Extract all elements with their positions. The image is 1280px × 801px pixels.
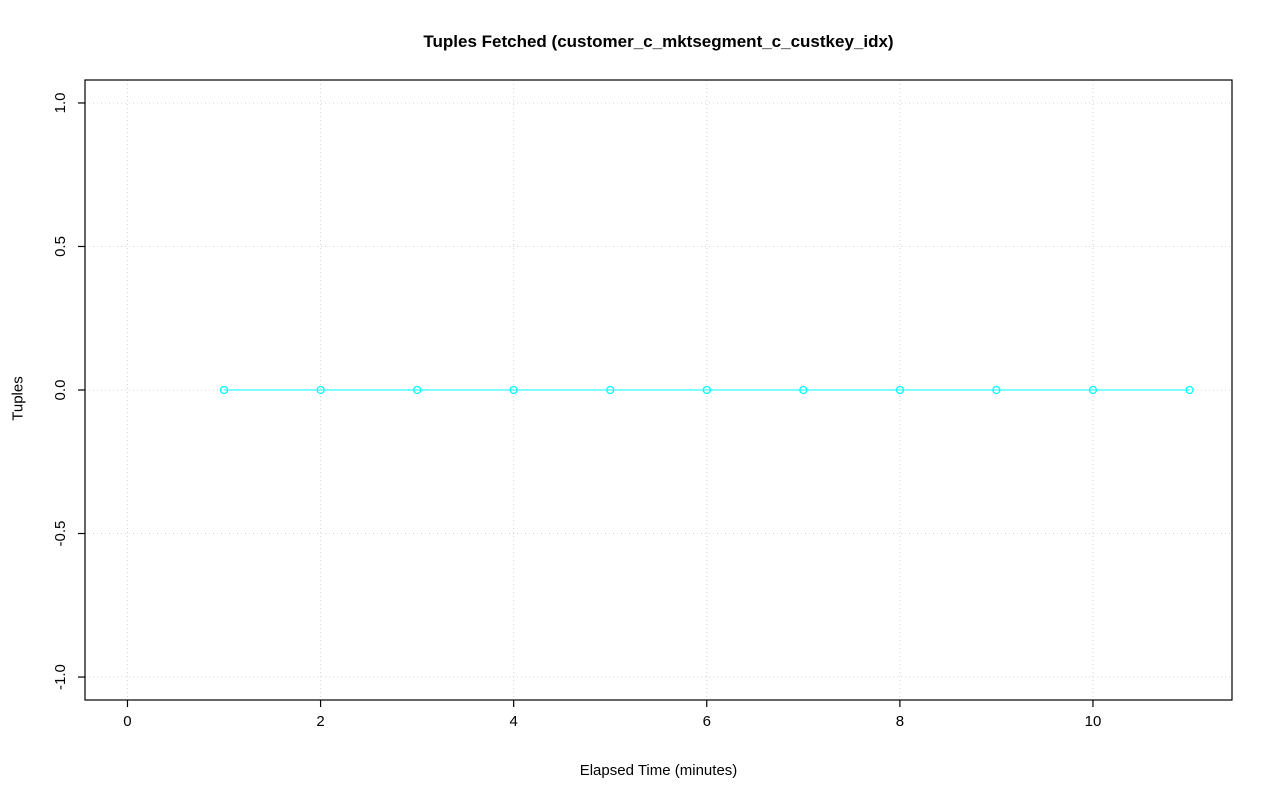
- x-tick-label: 2: [316, 713, 324, 730]
- gridlines: [85, 80, 1232, 700]
- y-axis: -1.0 -0.5 0.0 0.5 1.0: [52, 93, 85, 690]
- data-point-marker: [799, 385, 808, 395]
- data-point-marker: [1185, 385, 1194, 395]
- y-tick-label: -1.0: [52, 664, 69, 690]
- x-tick-label: 10: [1085, 713, 1102, 730]
- x-axis-label: Elapsed Time (minutes): [579, 762, 738, 779]
- data-point-marker: [1088, 385, 1098, 395]
- data-point-marker: [895, 385, 905, 395]
- y-axis-label: Tuples: [9, 376, 27, 421]
- data-point-marker: [316, 385, 325, 395]
- y-tick-label: 1.0: [52, 93, 69, 114]
- chart-title: Tuples Fetched (customer_c_mktsegment_c_…: [423, 32, 894, 51]
- x-tick-label: 0: [123, 713, 131, 730]
- x-tick-label: 8: [896, 713, 904, 730]
- y-tick-label: -0.5: [52, 521, 69, 547]
- data-point-marker: [509, 385, 518, 395]
- data-series: [219, 385, 1194, 395]
- data-point-marker: [702, 385, 711, 395]
- y-tick-label: 0.5: [52, 236, 69, 257]
- data-point-marker: [412, 385, 422, 395]
- y-tick-label: 0.0: [52, 380, 69, 401]
- data-point-marker: [219, 385, 229, 395]
- x-axis: 0 2 4 6 8 10: [123, 700, 1101, 730]
- data-point-marker: [606, 385, 615, 395]
- data-point-marker: [992, 385, 1001, 395]
- x-tick-label: 6: [703, 713, 711, 730]
- x-tick-label: 4: [510, 713, 518, 730]
